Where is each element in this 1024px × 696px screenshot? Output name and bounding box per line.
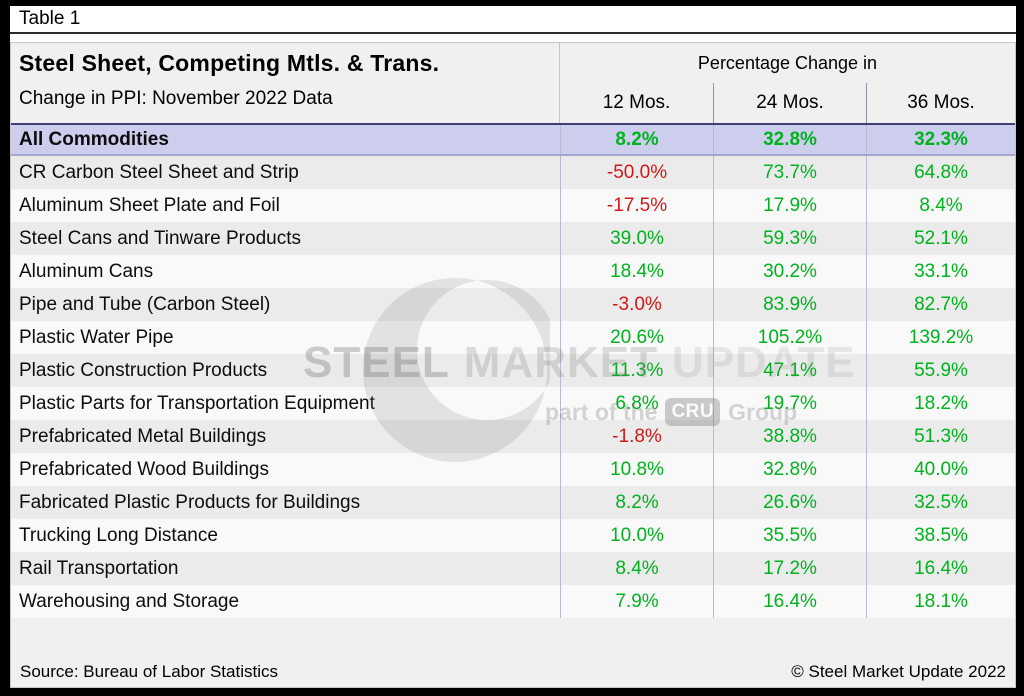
table-caption: Table 1 — [10, 6, 1016, 32]
column-header-block: Percentage Change in 12 Mos. 24 Mos. 36 … — [560, 43, 1015, 123]
value-12mos: 18.4% — [560, 255, 713, 288]
value-36mos: 33.1% — [866, 255, 1015, 288]
table-row: Aluminum Cans 18.4% 30.2% 33.1% — [11, 255, 1015, 288]
table-row: Pipe and Tube (Carbon Steel) -3.0% 83.9%… — [11, 288, 1015, 321]
table-row: All Commodities 8.2% 32.8% 32.3% — [11, 123, 1015, 156]
value-12mos: 8.2% — [560, 486, 713, 519]
table-row: Rail Transportation 8.4% 17.2% 16.4% — [11, 552, 1015, 585]
value-24mos: 32.8% — [713, 125, 866, 154]
row-label: Aluminum Sheet Plate and Foil — [19, 195, 280, 216]
value-12mos: 6.8% — [560, 387, 713, 420]
table-row: CR Carbon Steel Sheet and Strip -50.0% 7… — [11, 156, 1015, 189]
copyright-note: © Steel Market Update 2022 — [791, 662, 1006, 681]
value-12mos: 8.2% — [560, 125, 713, 154]
report-page: Table 1 Steel Sheet, Competing Mtls. & T… — [10, 6, 1016, 688]
column-header-24mos: 24 Mos. — [713, 83, 866, 123]
table-row: Aluminum Sheet Plate and Foil -17.5% 17.… — [11, 189, 1015, 222]
row-label: Warehousing and Storage — [19, 591, 240, 612]
column-header-36mos: 36 Mos. — [866, 83, 1015, 123]
value-24mos: 38.8% — [713, 420, 866, 453]
table-row: Warehousing and Storage 7.9% 16.4% 18.1% — [11, 585, 1015, 618]
value-36mos: 8.4% — [866, 189, 1015, 222]
table-header: Steel Sheet, Competing Mtls. & Trans. Ch… — [11, 43, 1015, 123]
value-36mos: 51.3% — [866, 420, 1015, 453]
value-12mos: 10.0% — [560, 519, 713, 552]
row-label: Fabricated Plastic Products for Building… — [19, 492, 361, 513]
table-row: Plastic Construction Products 11.3% 47.1… — [11, 354, 1015, 387]
row-label: Steel Cans and Tinware Products — [19, 228, 301, 249]
row-label: Trucking Long Distance — [19, 525, 218, 546]
value-36mos: 82.7% — [866, 288, 1015, 321]
value-24mos: 30.2% — [713, 255, 866, 288]
row-label: Aluminum Cans — [19, 261, 154, 282]
value-24mos: 19.7% — [713, 387, 866, 420]
value-24mos: 16.4% — [713, 585, 866, 618]
value-36mos: 32.3% — [866, 125, 1015, 154]
table-row: Plastic Parts for Transportation Equipme… — [11, 387, 1015, 420]
table-title-cell: Steel Sheet, Competing Mtls. & Trans. Ch… — [11, 43, 560, 123]
row-label: Pipe and Tube (Carbon Steel) — [19, 294, 271, 315]
value-36mos: 55.9% — [866, 354, 1015, 387]
column-group-header: Percentage Change in — [697, 52, 878, 73]
table-row: Steel Cans and Tinware Products 39.0% 59… — [11, 222, 1015, 255]
value-24mos: 83.9% — [713, 288, 866, 321]
value-36mos: 64.8% — [866, 156, 1015, 189]
value-12mos: 8.4% — [560, 552, 713, 585]
value-36mos: 40.0% — [866, 453, 1015, 486]
value-36mos: 52.1% — [866, 222, 1015, 255]
table-subtitle: Change in PPI: November 2022 Data — [19, 88, 333, 109]
table-title: Steel Sheet, Competing Mtls. & Trans. — [19, 50, 440, 76]
row-label: Plastic Parts for Transportation Equipme… — [19, 393, 375, 414]
value-12mos: -1.8% — [560, 420, 713, 453]
value-36mos: 32.5% — [866, 486, 1015, 519]
value-36mos: 18.1% — [866, 585, 1015, 618]
value-24mos: 73.7% — [713, 156, 866, 189]
value-12mos: -17.5% — [560, 189, 713, 222]
table-row: Fabricated Plastic Products for Building… — [11, 486, 1015, 519]
table-caption-label: Table 1 — [19, 8, 81, 29]
value-36mos: 16.4% — [866, 552, 1015, 585]
table-row: Trucking Long Distance 10.0% 35.5% 38.5% — [11, 519, 1015, 552]
value-36mos: 38.5% — [866, 519, 1015, 552]
value-24mos: 17.2% — [713, 552, 866, 585]
value-24mos: 35.5% — [713, 519, 866, 552]
value-24mos: 59.3% — [713, 222, 866, 255]
ppi-change-table: Steel Sheet, Competing Mtls. & Trans. Ch… — [10, 42, 1016, 688]
value-12mos: 7.9% — [560, 585, 713, 618]
row-label: All Commodities — [19, 129, 169, 150]
row-label: Prefabricated Metal Buildings — [19, 426, 267, 447]
value-12mos: 39.0% — [560, 222, 713, 255]
row-label: Plastic Water Pipe — [19, 327, 174, 348]
table-row: Prefabricated Metal Buildings -1.8% 38.8… — [11, 420, 1015, 453]
value-24mos: 26.6% — [713, 486, 866, 519]
table-row: Prefabricated Wood Buildings 10.8% 32.8%… — [11, 453, 1015, 486]
row-label: CR Carbon Steel Sheet and Strip — [19, 162, 299, 183]
row-label: Prefabricated Wood Buildings — [19, 459, 269, 480]
table-footer: Source: Bureau of Labor Statistics © Ste… — [11, 656, 1015, 687]
value-24mos: 47.1% — [713, 354, 866, 387]
value-36mos: 139.2% — [866, 321, 1015, 354]
value-12mos: 11.3% — [560, 354, 713, 387]
column-labels: 12 Mos. 24 Mos. 36 Mos. — [560, 83, 1015, 123]
value-12mos: 10.8% — [560, 453, 713, 486]
table-row: Plastic Water Pipe 20.6% 105.2% 139.2% — [11, 321, 1015, 354]
value-12mos: -50.0% — [560, 156, 713, 189]
column-header-12mos: 12 Mos. — [602, 92, 671, 113]
value-24mos: 17.9% — [713, 189, 866, 222]
row-label: Plastic Construction Products — [19, 360, 268, 381]
value-24mos: 105.2% — [713, 321, 866, 354]
value-24mos: 32.8% — [713, 453, 866, 486]
caption-divider — [10, 32, 1016, 34]
source-note: Source: Bureau of Labor Statistics — [20, 662, 278, 681]
value-12mos: -3.0% — [560, 288, 713, 321]
value-36mos: 18.2% — [866, 387, 1015, 420]
value-12mos: 20.6% — [560, 321, 713, 354]
table-body: All Commodities 8.2% 32.8% 32.3% CR Carb… — [11, 123, 1015, 618]
row-label: Rail Transportation — [19, 558, 179, 579]
